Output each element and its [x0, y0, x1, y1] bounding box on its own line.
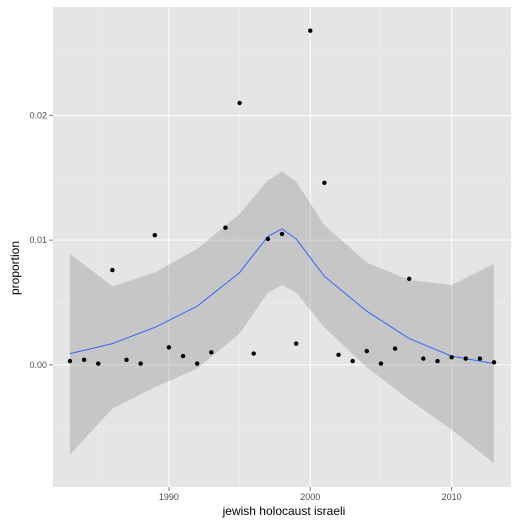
data-point — [81, 357, 87, 363]
data-point — [96, 361, 101, 366]
x-tick-label: 2010 — [442, 492, 462, 502]
data-point — [293, 341, 299, 346]
data-point — [392, 346, 398, 351]
plot-panel — [53, 7, 511, 487]
data-point — [378, 361, 384, 366]
y-tick-label: 0.00 — [29, 360, 47, 370]
y-axis-title: proportion — [8, 241, 22, 295]
data-point — [463, 356, 468, 361]
data-point — [209, 350, 214, 355]
data-point — [336, 352, 341, 358]
data-point — [477, 356, 483, 361]
y-tick-label: 0.02 — [29, 110, 47, 120]
data-point — [251, 351, 256, 356]
data-point — [350, 358, 355, 364]
y-axis: 0.00 0.01 0.02 — [29, 110, 53, 370]
data-point — [407, 276, 412, 281]
x-axis-title: jewish holocaust israeli — [222, 504, 346, 518]
data-point — [110, 267, 115, 273]
major-gridlines — [53, 7, 511, 487]
data-point — [180, 353, 186, 359]
data-point — [421, 356, 426, 361]
data-point — [194, 361, 200, 366]
data-point — [166, 345, 172, 350]
data-point — [322, 180, 327, 185]
minor-gridlines — [53, 7, 511, 487]
data-point — [223, 225, 228, 230]
data-point — [138, 361, 143, 366]
data-point — [435, 358, 440, 364]
data-point — [237, 100, 242, 106]
data-point — [124, 357, 129, 363]
x-tick-label: 1990 — [159, 492, 179, 502]
x-tick-label: 2000 — [300, 492, 320, 502]
data-point — [364, 348, 370, 354]
x-axis: 1990 2000 2010 — [159, 487, 462, 502]
data-point — [67, 358, 73, 364]
data-points — [67, 28, 497, 366]
confidence-band — [70, 171, 494, 464]
data-point — [152, 232, 157, 238]
data-point — [449, 355, 454, 360]
data-point — [265, 236, 271, 242]
smooth-line — [69, 228, 495, 365]
data-point — [279, 231, 285, 237]
data-point — [308, 28, 313, 33]
y-tick-label: 0.01 — [29, 235, 47, 245]
data-point — [491, 360, 497, 365]
